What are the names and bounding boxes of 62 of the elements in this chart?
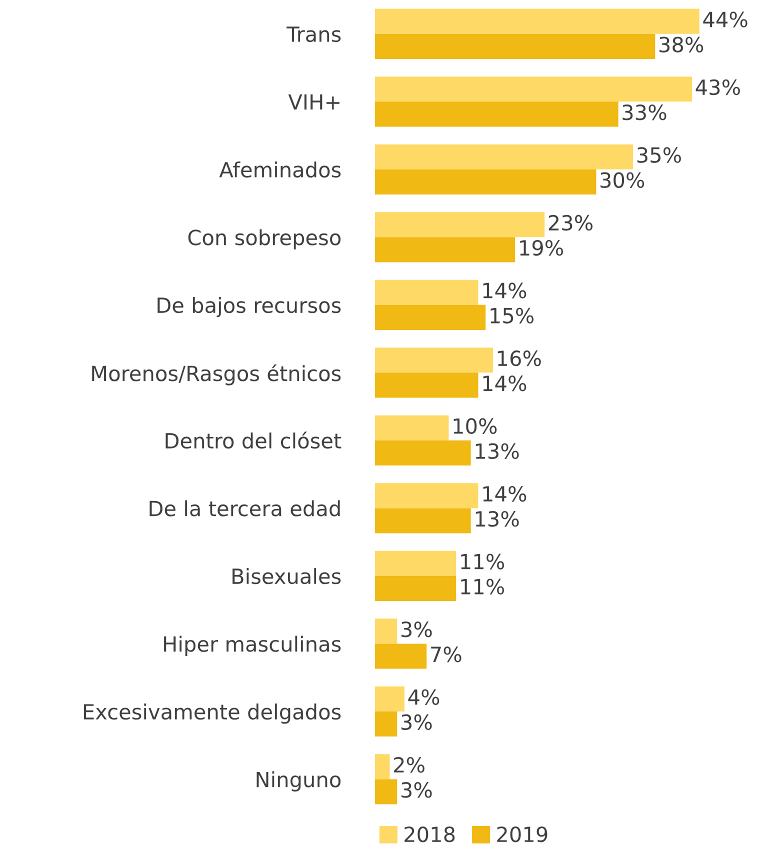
legend-label: 2019 xyxy=(497,826,548,842)
data-label: 16% xyxy=(498,350,541,366)
data-label: 44% xyxy=(703,12,748,28)
data-label: 3% xyxy=(401,714,432,730)
data-label: 33% xyxy=(622,104,666,120)
bar xyxy=(375,686,404,712)
y-tick-label: VIH+ xyxy=(288,94,340,110)
bar xyxy=(375,754,390,780)
bar xyxy=(375,483,478,508)
y-tick-label: De bajos recursos xyxy=(158,296,341,318)
y-tick-label: Bisexuales xyxy=(232,568,341,584)
data-label: 13% xyxy=(476,443,519,460)
data-label: 13% xyxy=(476,511,519,527)
data-label: 11% xyxy=(461,554,504,570)
y-tick-label: Trans xyxy=(286,26,341,42)
bar xyxy=(375,76,692,102)
data-label: 7% xyxy=(431,646,462,662)
bar xyxy=(375,779,398,804)
bar xyxy=(375,508,471,534)
data-label: 3% xyxy=(401,621,432,638)
bar xyxy=(375,212,545,238)
y-tick-label: Con sobrepeso xyxy=(188,229,341,250)
bar xyxy=(375,169,596,194)
bar xyxy=(375,34,656,59)
bar xyxy=(375,304,486,330)
data-label: 14% xyxy=(483,486,526,502)
data-label: 14% xyxy=(483,375,526,392)
y-tick-label: Morenos/Rasgos étnicos xyxy=(92,364,341,386)
y-tick-label: Afeminados xyxy=(219,161,341,178)
data-label: 11% xyxy=(461,578,504,595)
data-label: 23% xyxy=(548,214,593,231)
data-label: 35% xyxy=(637,147,681,163)
data-label: 10% xyxy=(454,418,497,434)
bar xyxy=(375,348,493,373)
data-label: 4% xyxy=(408,689,440,705)
bar xyxy=(375,711,398,737)
data-label: 43% xyxy=(696,79,740,96)
data-label: 15% xyxy=(490,308,534,324)
data-label: 19% xyxy=(520,240,564,256)
y-tick-label: Excesivamente delgados xyxy=(84,704,341,724)
bar xyxy=(375,440,471,466)
bar xyxy=(375,576,456,602)
bar xyxy=(375,415,449,440)
y-tick-label: Ninguno xyxy=(256,771,341,792)
bar xyxy=(375,372,478,398)
bar xyxy=(375,618,398,644)
data-label: 38% xyxy=(660,36,704,52)
bar xyxy=(375,8,700,34)
bar xyxy=(375,550,456,576)
bar xyxy=(375,644,427,669)
y-tick-label: Dentro del clóset xyxy=(166,432,342,449)
bar xyxy=(375,102,618,127)
data-label: 3% xyxy=(401,782,432,798)
bar xyxy=(375,280,478,305)
data-label: 14% xyxy=(483,282,526,298)
bar xyxy=(375,237,516,262)
data-label: 30% xyxy=(600,172,644,188)
y-tick-label: Hiper masculinas xyxy=(164,636,341,656)
bar xyxy=(375,144,634,170)
data-label: 2% xyxy=(394,756,424,773)
y-tick-label: De la tercera edad xyxy=(150,500,340,516)
legend-label: 2018 xyxy=(404,826,455,842)
